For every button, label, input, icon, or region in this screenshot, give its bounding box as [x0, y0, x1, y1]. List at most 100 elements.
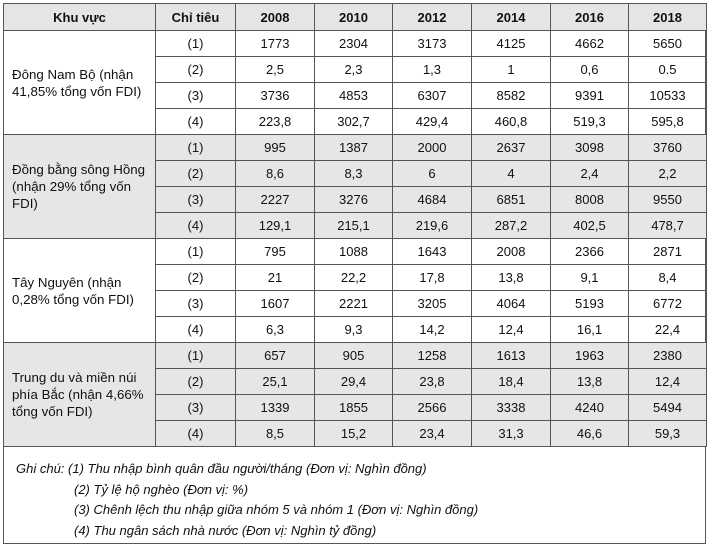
value-cell: 2871	[628, 238, 707, 265]
value-cell: 12,4	[471, 316, 551, 343]
value-cell: 519,3	[550, 108, 629, 135]
value-cell: 16,1	[550, 316, 629, 343]
value-cell: 595,8	[628, 108, 707, 135]
table-row: (2) 2,5 2,3 1,3 1 0,6 0.5	[4, 56, 707, 83]
value-cell: 23,4	[392, 420, 472, 447]
table-row: Đồng bằng sông Hồng (nhận 29% tổng vốn F…	[3, 134, 707, 239]
value-cell: 1088	[314, 238, 393, 265]
note-line: (4) Thu ngân sách nhà nước (Đơn vị: Nghì…	[74, 522, 377, 538]
value-cell: 0,6	[550, 56, 629, 83]
value-cell: 8582	[471, 82, 551, 109]
value-cell: 1607	[235, 290, 315, 317]
region-name: Đồng bằng sông Hồng (nhận 29% tổng vốn F…	[3, 134, 156, 239]
value-cell: 18,4	[471, 368, 551, 395]
header-indicator: Chỉ tiêu	[155, 3, 236, 31]
value-cell: 8,6	[235, 160, 315, 187]
value-cell: 9,1	[550, 264, 629, 291]
indicator-cell: (2)	[155, 56, 236, 83]
value-cell: 4853	[314, 82, 393, 109]
value-cell: 10533	[628, 82, 707, 109]
value-cell: 478,7	[628, 212, 707, 239]
value-cell: 0.5	[628, 56, 707, 83]
value-cell: 8,3	[314, 160, 393, 187]
value-cell: 14,2	[392, 316, 472, 343]
value-cell: 287,2	[471, 212, 551, 239]
header-year: 2016	[550, 3, 629, 31]
indicator-cell: (4)	[155, 420, 236, 447]
indicator-cell: (3)	[155, 394, 236, 421]
indicator-cell: (4)	[155, 108, 236, 135]
value-cell: 59,3	[628, 420, 707, 447]
value-cell: 5193	[550, 290, 629, 317]
indicator-cell: (1)	[155, 134, 236, 161]
table-row: Trung du và miền núi phía Bắc (nhận 4,66…	[3, 342, 707, 447]
value-cell: 22,2	[314, 264, 393, 291]
value-cell: 1339	[235, 394, 315, 421]
note-line: (2) Tỷ lệ hộ nghèo (Đơn vị: %)	[74, 481, 249, 497]
indicator-cell: (3)	[155, 186, 236, 213]
indicator-cell: (4)	[155, 316, 236, 343]
region-group: Trung du và miền núi phía Bắc (nhận 4,66…	[3, 342, 707, 447]
indicator-cell: (3)	[155, 82, 236, 109]
value-cell: 1963	[550, 342, 629, 369]
table-row: (4) 8,5 15,2 23,4 31,3 46,6 59,3	[4, 420, 707, 447]
value-cell: 22,4	[628, 316, 707, 343]
table-row: (3) 2227 3276 4684 6851 8008 9550	[4, 186, 707, 213]
value-cell: 3173	[392, 30, 472, 57]
value-cell: 1613	[471, 342, 551, 369]
value-cell: 2,5	[235, 56, 315, 83]
notes: Ghi chú: (1) Thu nhập bình quân đầu ngườ…	[16, 459, 478, 541]
value-cell: 3760	[628, 134, 707, 161]
value-cell: 1643	[392, 238, 472, 265]
value-cell: 223,8	[235, 108, 315, 135]
header-row: Khu vực Chỉ tiêu 2008 2010 2012 2014 201…	[3, 3, 707, 31]
value-cell: 1258	[392, 342, 472, 369]
value-cell: 13,8	[471, 264, 551, 291]
value-cell: 905	[314, 342, 393, 369]
value-cell: 13,8	[550, 368, 629, 395]
value-cell: 9391	[550, 82, 629, 109]
value-cell: 21	[235, 264, 315, 291]
value-cell: 3338	[471, 394, 551, 421]
value-cell: 219,6	[392, 212, 472, 239]
note-line: (3) Chênh lệch thu nhập giữa nhóm 5 và n…	[74, 502, 479, 517]
value-cell: 8,4	[628, 264, 707, 291]
value-cell: 215,1	[314, 212, 393, 239]
value-cell: 402,5	[550, 212, 629, 239]
value-cell: 6,3	[235, 316, 315, 343]
value-cell: 2000	[392, 134, 472, 161]
indicator-cell: (4)	[155, 212, 236, 239]
value-cell: 2008	[471, 238, 551, 265]
value-cell: 12,4	[628, 368, 707, 395]
indicator-cell: (3)	[155, 290, 236, 317]
header-year: 2014	[471, 3, 551, 31]
table-row: (3) 1339 1855 2566 3338 4240 5494	[4, 394, 707, 421]
value-cell: 6	[392, 160, 472, 187]
value-cell: 429,4	[392, 108, 472, 135]
value-cell: 31,3	[471, 420, 551, 447]
region-group: Đông Nam Bộ (nhận 41,85% tổng vốn FDI) (1…	[3, 30, 707, 135]
value-cell: 8,5	[235, 420, 315, 447]
value-cell: 2221	[314, 290, 393, 317]
indicator-cell: (1)	[155, 30, 236, 57]
table-row: (3) 3736 4853 6307 8582 9391 10533	[4, 82, 707, 109]
header-year: 2010	[314, 3, 393, 31]
value-cell: 5650	[628, 30, 707, 57]
table-row: (4) 6,3 9,3 14,2 12,4 16,1 22,4	[4, 316, 707, 343]
value-cell: 657	[235, 342, 315, 369]
value-cell: 3276	[314, 186, 393, 213]
value-cell: 5494	[628, 394, 707, 421]
value-cell: 2366	[550, 238, 629, 265]
header-region: Khu vực	[3, 3, 156, 31]
value-cell: 129,1	[235, 212, 315, 239]
value-cell: 9,3	[314, 316, 393, 343]
note-line: Ghi chú: (1) Thu nhập bình quân đầu ngườ…	[16, 461, 427, 476]
value-cell: 2380	[628, 342, 707, 369]
value-cell: 1,3	[392, 56, 472, 83]
value-cell: 3736	[235, 82, 315, 109]
table-row: (4) 223,8 302,7 429,4 460,8 519,3 595,8	[4, 108, 707, 135]
value-cell: 2227	[235, 186, 315, 213]
value-cell: 1855	[314, 394, 393, 421]
value-cell: 3098	[550, 134, 629, 161]
value-cell: 4240	[550, 394, 629, 421]
